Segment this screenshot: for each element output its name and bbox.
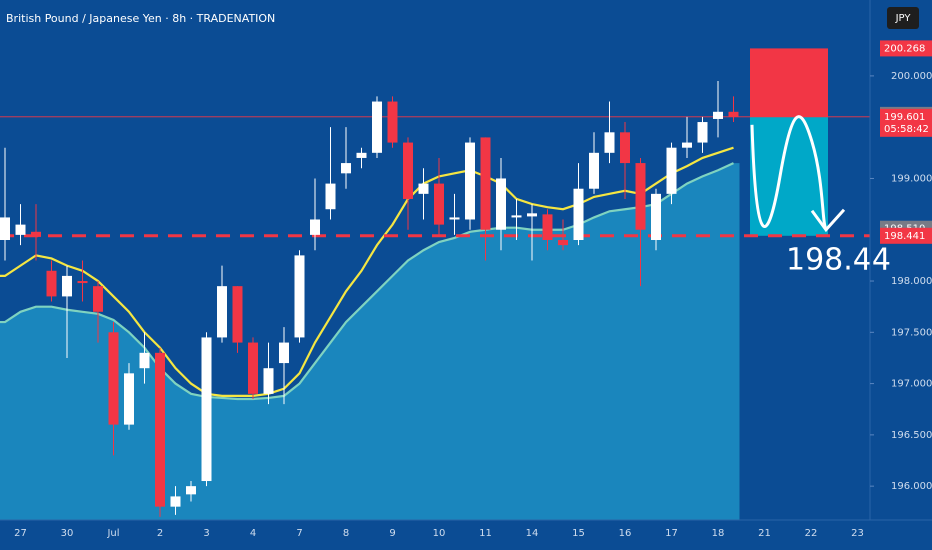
price-label-box: [880, 108, 932, 137]
candle-body: [573, 188, 584, 240]
x-tick-label: 9: [389, 528, 395, 539]
candle-body: [697, 122, 708, 143]
x-tick-label: 27: [14, 528, 27, 539]
x-tick-label: 21: [758, 528, 771, 539]
candle-body: [31, 231, 41, 237]
candle-body: [511, 215, 522, 218]
candle-body: [604, 132, 615, 153]
candle-body: [77, 281, 88, 284]
y-tick-label: 197.500: [891, 327, 932, 338]
candle-body: [387, 101, 398, 143]
x-tick-label: 3: [203, 528, 209, 539]
price-label: 200.268: [884, 43, 925, 54]
candle-body: [170, 496, 181, 507]
countdown-label: 05:58:42: [884, 124, 929, 135]
candle-body: [651, 193, 661, 240]
x-tick-label: 4: [250, 528, 256, 539]
candle-body: [201, 337, 212, 482]
indicator-line: [0, 162, 734, 401]
candle-body: [310, 219, 320, 235]
candle-body: [465, 142, 475, 220]
price-label-box: [880, 40, 932, 57]
stop-zone: [750, 48, 828, 117]
x-tick-label: Jul: [106, 528, 119, 539]
candle-body: [93, 286, 103, 312]
candle-body: [434, 183, 444, 225]
candle-body: [372, 101, 382, 153]
candle-body: [558, 240, 568, 246]
candle-body: [542, 214, 553, 240]
x-tick-label: 18: [712, 528, 725, 539]
y-tick-label: 196.000: [891, 481, 932, 492]
candle-body: [139, 352, 150, 369]
x-tick-label: 8: [343, 528, 349, 539]
candle-body: [263, 368, 274, 394]
candle-body: [186, 486, 196, 495]
candle-body: [356, 152, 367, 158]
candle-body: [480, 137, 491, 230]
candle-body: [0, 217, 10, 240]
candle-body: [620, 132, 630, 164]
x-tick-label: 10: [433, 528, 446, 539]
indicator-line: [0, 146, 734, 397]
candle-body: [728, 111, 739, 117]
arrow-curve: [750, 115, 828, 230]
candle-body: [666, 147, 677, 194]
arrow-head: [810, 208, 846, 233]
candle-body: [217, 286, 227, 338]
candle-body: [294, 255, 305, 338]
candle-body: [155, 352, 165, 507]
main-layer: 198.44: [0, 81, 891, 517]
currency-label[interactable]: JPY: [895, 13, 912, 24]
x-tick-label: 15: [572, 528, 585, 539]
candle-body: [403, 142, 413, 199]
candle-body: [325, 183, 336, 210]
chart-title: British Pound / Japanese Yen · 8h · TRAD…: [6, 12, 275, 25]
candle-body: [124, 373, 134, 425]
x-tick-label: 16: [619, 528, 632, 539]
y-tick-label: 196.500: [891, 430, 932, 441]
indicator-area: [0, 163, 740, 521]
x-tick-label: 22: [805, 528, 818, 539]
candle-body: [15, 224, 26, 235]
candle-body: [682, 142, 692, 148]
y-tick-label: 197.000: [891, 379, 932, 390]
candle-body: [341, 163, 351, 174]
candle-body: [62, 275, 72, 297]
candle-body: [46, 270, 57, 297]
x-tick-label: 23: [851, 528, 864, 539]
y-tick-label: 199.000: [891, 173, 932, 184]
annotation: 198.44: [786, 242, 891, 277]
x-tick-label: 11: [479, 528, 492, 539]
price-label-box: [880, 227, 932, 244]
candle-body: [635, 163, 646, 230]
currency-button[interactable]: [887, 7, 919, 29]
candle-body: [449, 217, 460, 220]
candle-body: [279, 342, 289, 364]
x-tick-label: 30: [61, 528, 74, 539]
y-tick-label: 200.000: [891, 71, 932, 82]
x-tick-label: 7: [296, 528, 302, 539]
candle-body: [496, 178, 506, 230]
candle-body: [527, 213, 537, 217]
candle-body: [232, 286, 243, 343]
candle-body: [713, 111, 723, 119]
price-label: 199.601: [884, 112, 925, 123]
x-tick-label: 2: [157, 528, 163, 539]
candle-body: [589, 152, 599, 189]
candle-body: [248, 342, 258, 394]
y-tick-label: 198.000: [891, 276, 932, 287]
x-tick-label: 14: [526, 528, 539, 539]
candle-body: [418, 183, 429, 194]
price-label: 198.441: [884, 231, 925, 242]
x-tick-label: 17: [665, 528, 678, 539]
candle-body: [108, 332, 119, 425]
